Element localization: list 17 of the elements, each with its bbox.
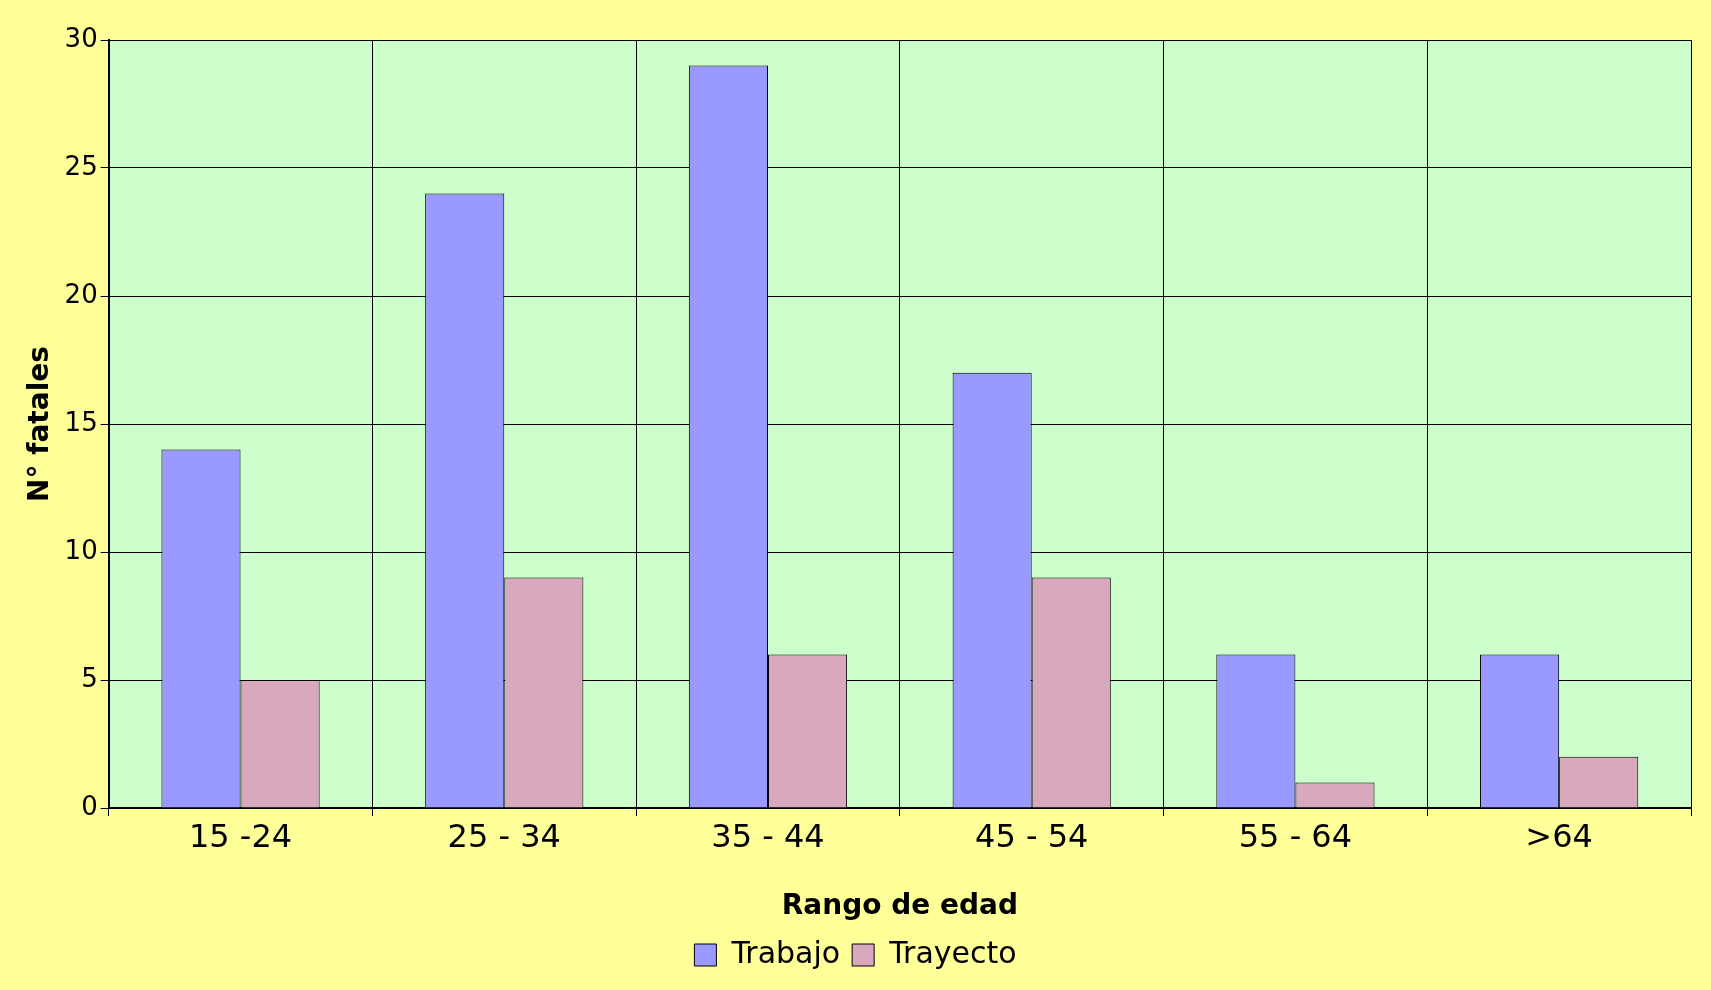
y-tick-label: 25 <box>64 150 98 181</box>
y-tick-label: 5 <box>81 662 98 693</box>
x-axis-title: Rango de edad <box>781 888 1018 922</box>
legend-label: Trabajo <box>730 934 841 970</box>
legend-label: Trayecto <box>888 934 1017 970</box>
y-tick-label: 0 <box>81 790 98 821</box>
y-tick-label: 20 <box>64 278 98 309</box>
y-axis-title: N° fatales <box>22 346 56 502</box>
x-tick-label: 55 - 64 <box>1238 816 1353 855</box>
y-tick-label: 10 <box>64 534 98 565</box>
y-tick-label: 30 <box>64 22 98 53</box>
x-tick-label: 35 - 44 <box>711 816 825 855</box>
x-tick-label: 25 - 34 <box>447 816 561 855</box>
x-tick-label: >64 <box>1525 816 1593 855</box>
y-tick-label: 15 <box>64 406 98 437</box>
x-tick-label: 15 -24 <box>188 816 293 855</box>
x-tick-label: 45 - 54 <box>975 816 1089 855</box>
